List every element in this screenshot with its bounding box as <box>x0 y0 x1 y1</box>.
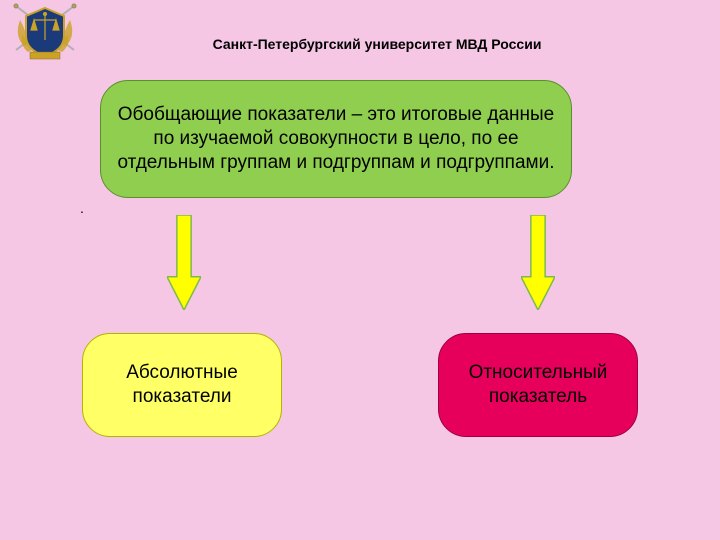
slide: Санкт-Петербургский университет МВД Росс… <box>0 0 720 540</box>
university-emblem <box>6 0 84 64</box>
dot-marker: . <box>80 200 84 216</box>
absolute-indicators-label: Абсолютные показатели <box>97 361 267 409</box>
arrow-left <box>167 215 201 310</box>
relative-indicator-label: Относительный показатель <box>453 361 623 409</box>
header-title: Санкт-Петербургский университет МВД Росс… <box>197 36 557 52</box>
relative-indicator-box: Относительный показатель <box>438 333 638 437</box>
definition-text: Обобщающие показатели – это итоговые дан… <box>115 103 557 174</box>
down-arrow-icon <box>521 215 555 310</box>
down-arrow-icon <box>167 215 201 310</box>
absolute-indicators-box: Абсолютные показатели <box>82 333 282 437</box>
arrow-right <box>521 215 555 310</box>
emblem-icon <box>6 0 84 64</box>
definition-box: Обобщающие показатели – это итоговые дан… <box>100 80 572 198</box>
